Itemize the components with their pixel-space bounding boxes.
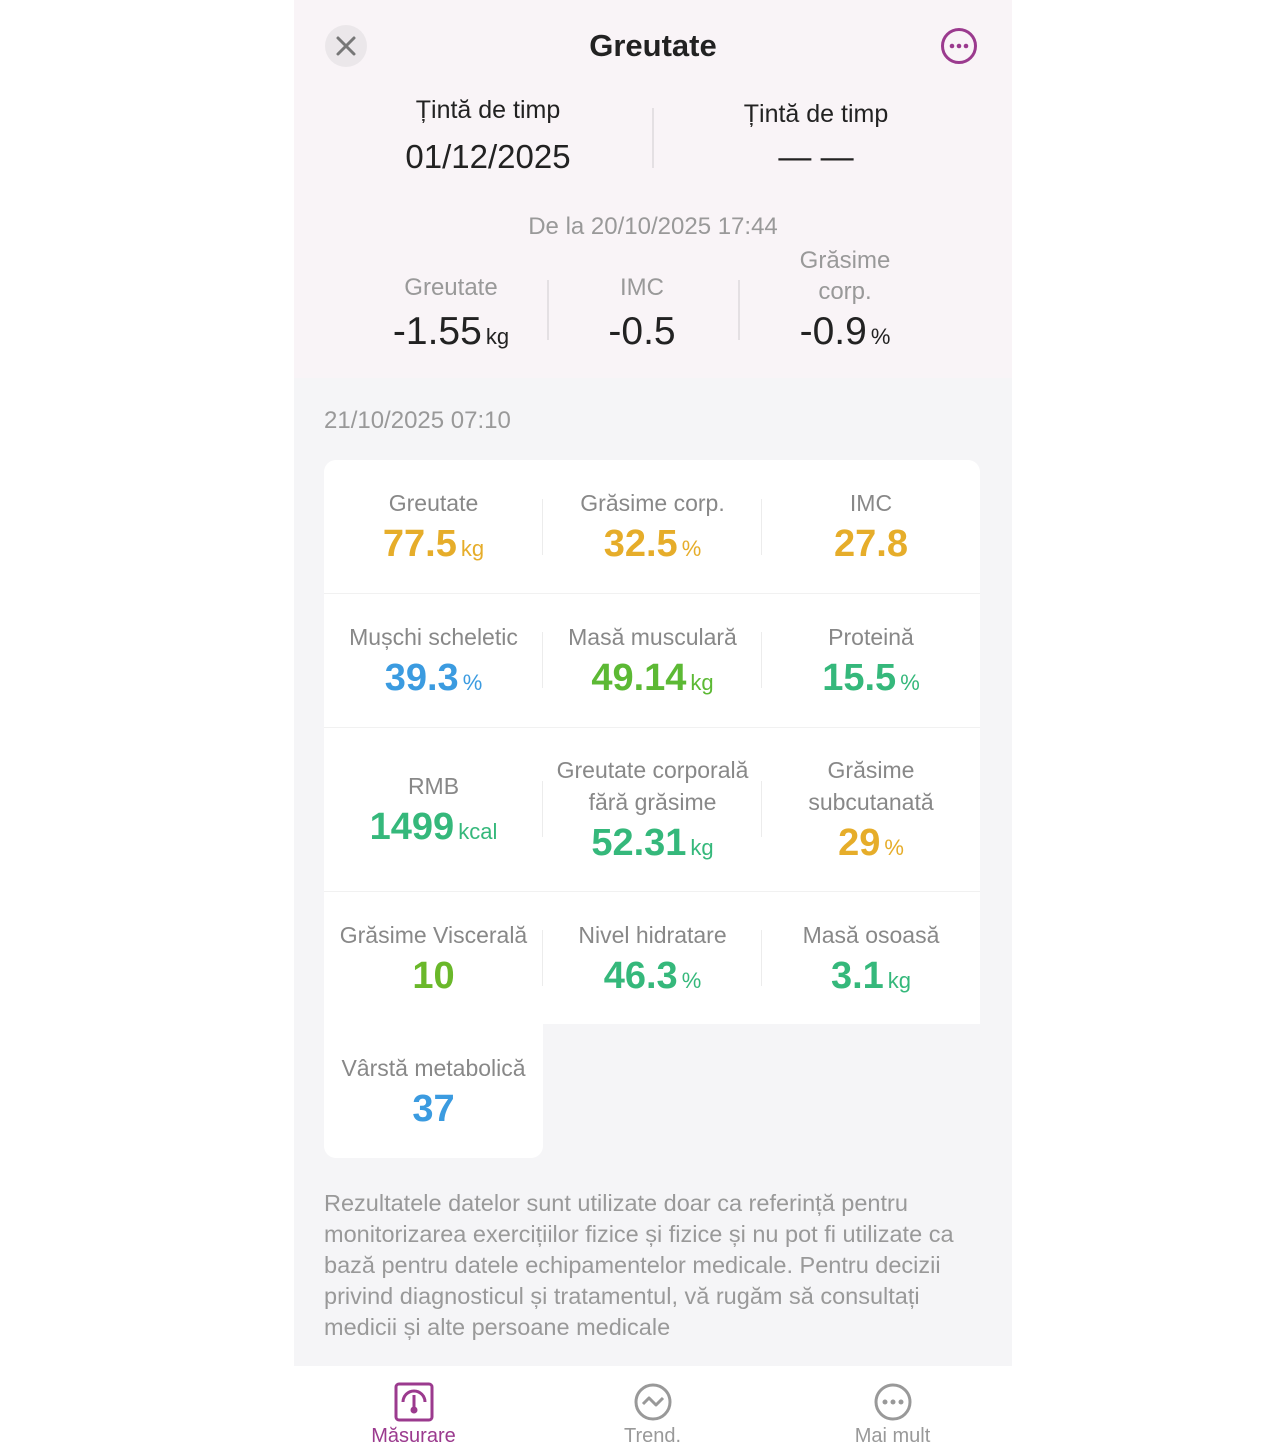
metric-value: 1499 kcal [370,806,498,849]
metric-number: 27.8 [834,523,908,565]
close-button[interactable] [325,25,367,67]
metric-card: Proteină 15.5% [762,593,980,727]
metric-card: Grăsime Viscerală 10 [324,891,543,1024]
divider [738,280,740,340]
divider [547,280,549,340]
metric-label: IMC [849,490,893,516]
metric-label: Grăsime Viscerală [339,921,528,948]
metric-card: Greutate corporală fără grăsime 52.31 kg [543,727,762,891]
metric-value: 46.3% [604,955,702,998]
change-label: Grăsime corp. [799,247,891,305]
nav-item[interactable]: Măsurare [294,1366,533,1456]
metric-label: Vârstă metabolică [341,1054,526,1081]
metric-value: 29% [838,822,904,865]
metric-label: Grăsime subcutanată [808,757,934,815]
metric-label: Grăsime corp. [580,490,725,516]
change-value: -0.9% [800,310,891,354]
metric-unit: kg [690,670,714,695]
metric-label: Masă musculară [568,624,737,650]
metric-value: 49.14 kg [591,657,713,700]
nav-item[interactable]: Mai mult [773,1366,1012,1456]
goal-label: Țintă de timp [415,96,561,124]
metric-number: 15.5 [822,657,897,699]
metric-unit: kcal [458,819,498,844]
nav-label: Trend. [623,1425,682,1447]
nav-icon [634,1383,671,1421]
metric-unit: % [462,670,483,695]
metric-number: 52.31 [591,822,687,864]
change-unit: kg [485,324,510,349]
nav-item[interactable]: Trend. [533,1366,772,1456]
metric-unit: % [900,670,920,695]
metric-label: Masă osoasă [802,921,940,948]
metric-unit: % [681,536,702,561]
summary-area [294,0,1012,378]
nav-icon [874,1383,911,1421]
metric-value: 39.3% [385,657,483,700]
metric-label: Greutate [388,490,479,516]
metric-number: 77.5 [382,523,457,565]
metric-unit: % [884,835,904,860]
metric-label: Greutate corporală fără grăsime [556,757,749,815]
metric-card: Grăsime corp. 32.5% [543,460,762,593]
metric-label: Nivel hidratare [578,921,727,948]
since-text: De la 20/10/2025 17:44 [528,213,778,240]
metric-card: Grăsime subcutanată 29% [762,727,980,891]
metric-card: IMC 27.8 [762,460,980,593]
metric-number: 32.5 [603,523,678,565]
nav-label: Măsurare [371,1425,456,1447]
metric-number: 37 [412,1087,455,1130]
metric-unit: kg [690,835,714,860]
change-number: -1.55 [392,310,482,353]
more-button[interactable] [939,27,979,67]
metric-card: Masă osoasă 3.1 kg [762,891,980,1024]
nav-icon [394,1382,433,1422]
change-number: -0.9 [799,310,867,353]
metric-card: Vârstă metabolică 37 [324,1024,543,1158]
change-label: IMC [620,274,664,301]
nav-label: Mai mult [854,1425,931,1447]
goal-value: — — [778,138,854,175]
metric-value: 32.5% [604,523,702,566]
app-screen: Greutate Țintă de timp 01/12/2025 Țintă … [294,0,1012,1456]
metric-value: 3.1 kg [831,955,911,998]
metric-card: Nivel hidratare 46.3% [543,891,762,1024]
metric-label: Proteină [828,624,914,650]
metric-value: 52.31 kg [591,822,713,865]
change-number: -0.5 [608,310,676,353]
metric-number: 29 [838,822,881,864]
metric-unit: % [681,967,702,993]
metric-number: 39.3 [384,657,459,699]
disclaimer: Rezultatele datelor sunt utilizate doar … [324,1190,954,1340]
metric-number: 46.3 [603,954,678,997]
change-value: -1.55 kg [393,310,509,354]
divider [652,108,654,168]
change-value: -0.5 [608,310,675,354]
goal-label: Țintă de timp [743,100,889,128]
metric-number: 3.1 [830,954,884,997]
metric-value: 77.5 kg [383,523,484,566]
metric-number: 49.14 [591,657,687,699]
screen-title: Greutate [589,28,717,63]
change-label: Greutate [404,274,498,301]
metric-value: 10 [412,955,454,998]
metric-card: RMB 1499 kcal [324,727,543,891]
metric-number: 1499 [369,806,455,848]
metric-value: 37 [412,1088,454,1131]
metric-label: Mușchi scheletic [349,624,518,650]
measurement-date: 21/10/2025 07:10 [324,407,511,434]
close-icon [336,36,356,56]
metric-value: 15.5% [822,657,920,700]
metric-label: RMB [407,773,460,799]
metric-card: Masă musculară 49.14 kg [543,593,762,727]
metric-unit: kg [887,967,912,993]
metric-unit: kg [460,536,485,561]
metric-card: Mușchi scheletic 39.3% [324,593,543,727]
goal-value: 01/12/2025 [405,138,571,175]
change-unit: % [870,324,891,349]
metric-card: Greutate 77.5 kg [324,460,543,593]
metric-value: 27.8 [834,523,908,566]
metric-number: 10 [412,954,455,997]
